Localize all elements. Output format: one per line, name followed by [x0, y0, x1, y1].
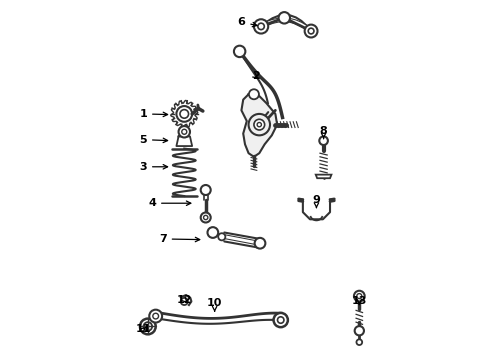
Circle shape — [254, 19, 268, 33]
Circle shape — [319, 136, 328, 145]
Text: 7: 7 — [159, 234, 200, 244]
Text: 10: 10 — [207, 298, 222, 311]
Text: 3: 3 — [139, 162, 168, 172]
Text: 11: 11 — [135, 324, 151, 334]
Circle shape — [277, 317, 284, 323]
Circle shape — [354, 291, 365, 301]
Circle shape — [153, 313, 159, 319]
Circle shape — [279, 12, 290, 23]
Circle shape — [257, 122, 262, 127]
Text: 8: 8 — [319, 126, 327, 139]
Text: 1: 1 — [139, 109, 168, 119]
Circle shape — [176, 106, 192, 122]
Circle shape — [356, 339, 362, 345]
Circle shape — [249, 89, 259, 99]
Circle shape — [201, 185, 211, 195]
Text: 9: 9 — [313, 195, 320, 208]
Circle shape — [248, 114, 270, 135]
Text: 4: 4 — [148, 198, 191, 208]
Circle shape — [207, 227, 218, 238]
Circle shape — [201, 212, 211, 222]
Circle shape — [181, 298, 188, 305]
Circle shape — [255, 238, 266, 249]
Circle shape — [178, 126, 190, 138]
Circle shape — [308, 28, 314, 34]
Circle shape — [140, 319, 156, 334]
Circle shape — [357, 294, 362, 298]
Text: 2: 2 — [252, 71, 260, 81]
Circle shape — [305, 24, 318, 37]
Circle shape — [182, 129, 187, 134]
Circle shape — [254, 119, 265, 130]
Circle shape — [180, 110, 189, 118]
Circle shape — [203, 215, 208, 220]
Circle shape — [234, 46, 245, 57]
Text: 6: 6 — [238, 17, 257, 27]
Circle shape — [144, 322, 152, 331]
Polygon shape — [176, 136, 192, 146]
Polygon shape — [316, 175, 331, 178]
Text: 5: 5 — [139, 135, 168, 145]
Circle shape — [218, 233, 225, 240]
Text: 13: 13 — [352, 296, 367, 306]
Polygon shape — [242, 94, 277, 157]
Circle shape — [273, 313, 288, 327]
Circle shape — [149, 310, 162, 323]
Circle shape — [355, 326, 364, 336]
Circle shape — [258, 23, 264, 30]
Text: 12: 12 — [176, 295, 192, 305]
